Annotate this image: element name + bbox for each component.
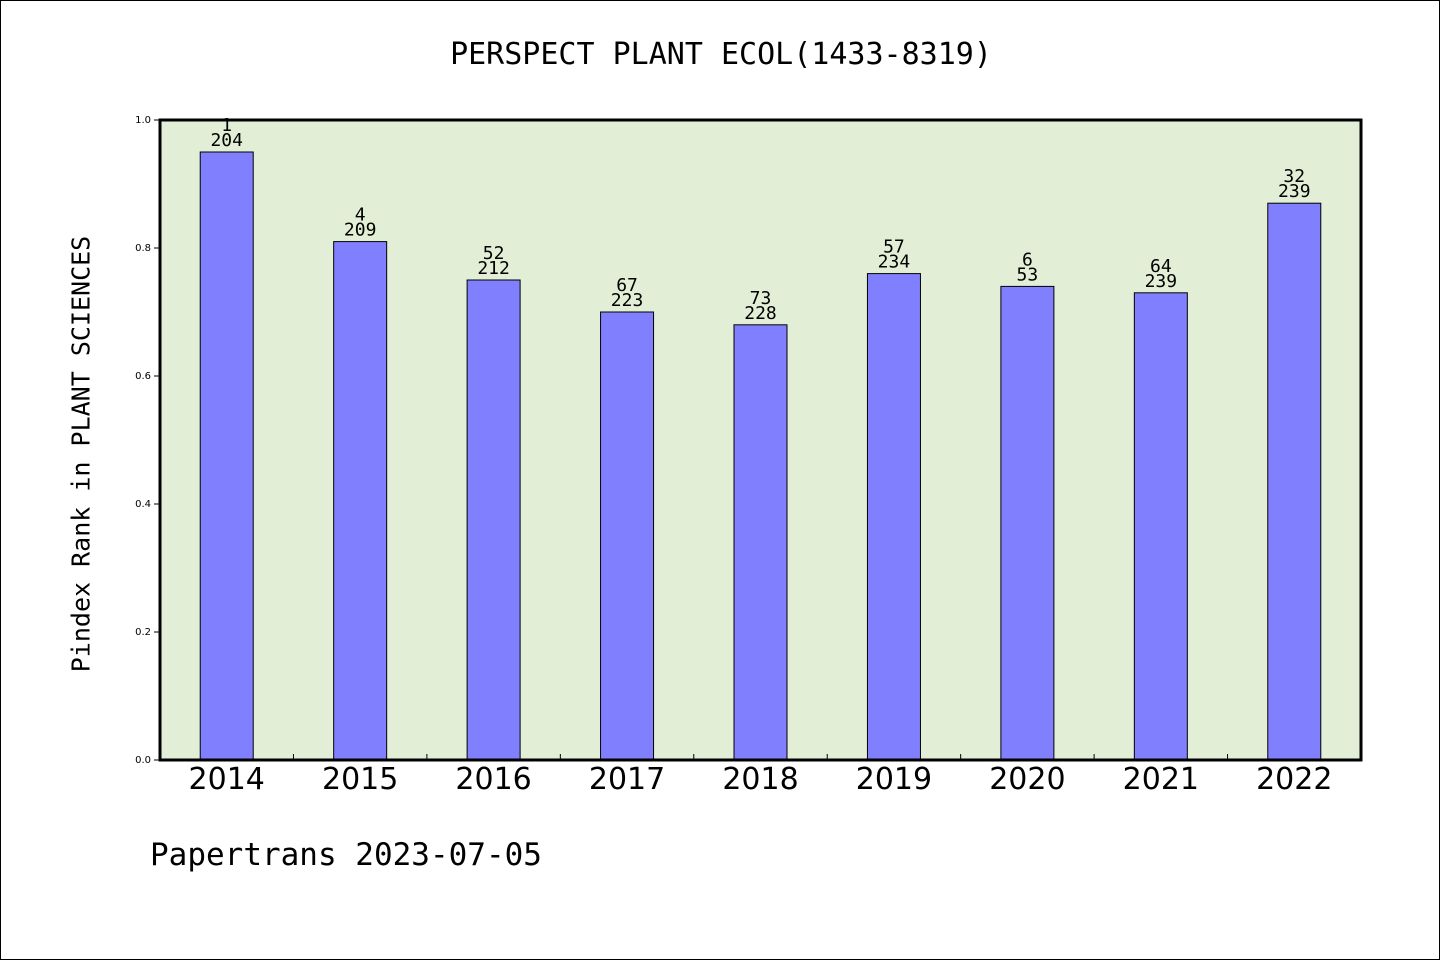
- bar-2015: [333, 241, 388, 761]
- x-tick-label: 2021: [1123, 762, 1199, 797]
- bar-total-label: 228: [744, 303, 777, 324]
- bar-2018: [733, 324, 788, 761]
- bar-2014: [199, 151, 254, 761]
- footer-text: Papertrans 2023-07-05: [150, 837, 542, 873]
- x-tick-label: 2018: [722, 762, 798, 797]
- bars-group: [199, 151, 1322, 761]
- chart-title: PERSPECT PLANT ECOL(1433-8319): [450, 37, 992, 72]
- bar-rank-label: 32: [1283, 166, 1305, 187]
- y-tick-label: 0.4: [135, 499, 151, 510]
- y-axis-ticks: 0.0 0.2 0.4 0.6 0.8 1.0: [135, 115, 160, 766]
- y-tick-label: 0.8: [135, 243, 151, 254]
- bar-rank-label: 1: [221, 115, 232, 136]
- bar-total-label: 239: [1145, 271, 1178, 292]
- bar-2021: [1133, 292, 1188, 761]
- bar-rank-label: 57: [883, 237, 905, 258]
- x-tick-label: 2016: [455, 762, 531, 797]
- bar-total-label: 204: [210, 130, 243, 151]
- bar-rank-label: 6: [1022, 249, 1033, 270]
- x-tick-label: 2020: [989, 762, 1065, 797]
- x-tick-label: 2015: [322, 762, 398, 797]
- bar-rank-label: 52: [483, 243, 505, 264]
- bar-total-label: 209: [344, 220, 377, 241]
- bar-rank-label: 67: [616, 275, 638, 296]
- bar-rank-label: 4: [355, 205, 366, 226]
- bar-2017: [600, 311, 655, 761]
- x-tick-label: 2017: [589, 762, 665, 797]
- x-tick-label: 2014: [189, 762, 265, 797]
- bar-total-label: 53: [1017, 264, 1039, 285]
- y-tick-label: 1.0: [135, 115, 151, 126]
- bar-total-label: 212: [477, 258, 510, 279]
- x-tick-labels-group: 2014 2015 2016 2017 2018 2019 2020 2021 2022: [189, 762, 1333, 797]
- bar-2020: [1000, 285, 1055, 761]
- bar-2019: [866, 273, 921, 761]
- x-tick-label: 2022: [1256, 762, 1332, 797]
- bar-2022: [1267, 202, 1322, 761]
- plot-border: [158, 118, 1363, 762]
- bar-total-label: 223: [611, 290, 644, 311]
- y-tick-label: 0.6: [135, 371, 151, 382]
- y-tick-label: 0.2: [135, 627, 151, 638]
- y-tick-label: 0.0: [135, 755, 151, 766]
- bar-total-label: 239: [1278, 181, 1311, 202]
- bar-rank-label: 73: [750, 288, 772, 309]
- bar-rank-label: 64: [1150, 256, 1172, 277]
- bar-total-label: 234: [878, 252, 911, 273]
- bar-2016: [466, 279, 521, 761]
- x-tick-label: 2019: [856, 762, 932, 797]
